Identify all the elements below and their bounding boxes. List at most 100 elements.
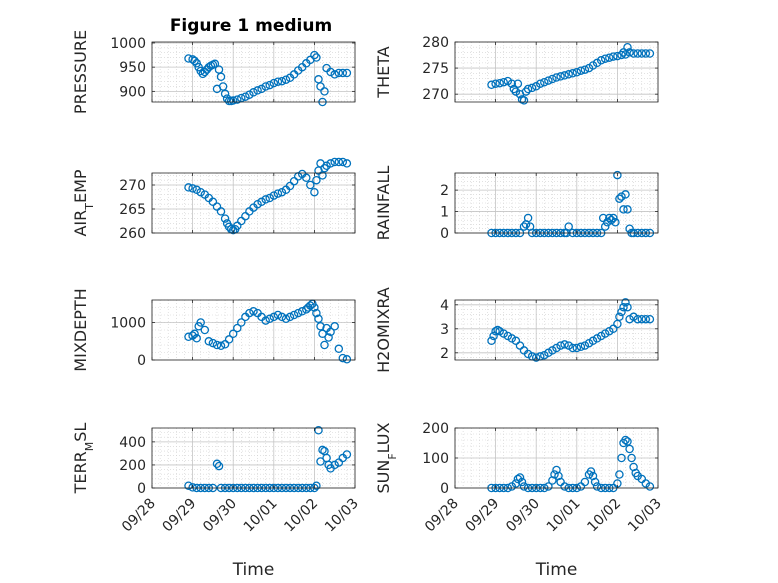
data-point xyxy=(330,157,339,167)
data-point xyxy=(621,190,630,199)
data-point xyxy=(625,48,634,57)
data-point xyxy=(491,79,500,88)
data-point xyxy=(310,303,319,312)
axes-frame xyxy=(151,172,356,234)
x-tick-label: 09/29 xyxy=(463,496,503,536)
data-point xyxy=(495,78,504,88)
subplot-rainfall: 0 1 2 RAINFALL xyxy=(374,166,659,242)
data-point xyxy=(265,80,274,90)
data-point xyxy=(580,341,590,350)
data-point xyxy=(214,461,224,471)
data-point xyxy=(334,344,344,354)
axes-frame xyxy=(454,299,659,361)
data-point xyxy=(521,87,531,96)
data-point xyxy=(277,312,287,322)
y-tick-label: 270 xyxy=(422,87,449,103)
data-point xyxy=(281,75,291,84)
subplot-mixdepth: 0 1000 MIXDEPTH xyxy=(71,288,356,372)
x-tick-label: 09/29 xyxy=(160,496,200,536)
data-point xyxy=(261,195,270,204)
y-tick-label: 950 xyxy=(119,60,146,76)
data-point xyxy=(605,213,614,223)
data-point xyxy=(564,70,573,79)
x-tick-label: 09/30 xyxy=(503,496,543,536)
data-point xyxy=(273,77,283,86)
data-point xyxy=(342,450,352,459)
data-point xyxy=(605,53,614,62)
data-point xyxy=(342,355,352,364)
data-point xyxy=(609,324,618,334)
data-point xyxy=(342,159,352,168)
y-tick-label: 260 xyxy=(119,226,146,242)
data-point xyxy=(310,50,319,60)
data-point xyxy=(600,329,610,338)
data-point xyxy=(285,312,295,322)
data-point xyxy=(517,477,527,487)
data-point xyxy=(188,483,197,492)
data-point xyxy=(253,86,262,95)
data-point xyxy=(257,197,266,207)
x-tick-label: 10/03 xyxy=(322,496,362,536)
data-point xyxy=(568,343,577,353)
data-point xyxy=(237,318,246,327)
data-point xyxy=(312,53,321,62)
data-point xyxy=(621,435,630,445)
data-point xyxy=(511,336,521,346)
data-point xyxy=(342,68,352,78)
data-point xyxy=(220,214,230,223)
data-point xyxy=(233,323,242,333)
y-tick-label: 400 xyxy=(119,435,146,451)
data-point xyxy=(560,340,569,349)
y-axis-label: TERRMSL xyxy=(71,423,96,495)
data-point xyxy=(576,66,586,75)
data-point xyxy=(320,87,329,96)
x-tick-label: 10/01 xyxy=(241,496,281,536)
data-point xyxy=(540,77,549,87)
data-point xyxy=(273,189,283,198)
data-point xyxy=(548,74,557,84)
y-tick-label: 200 xyxy=(422,421,449,437)
data-point xyxy=(544,76,553,85)
data-point xyxy=(507,334,517,343)
data-point xyxy=(560,482,569,491)
data-point xyxy=(625,444,634,454)
y-axis-label: AIRTEMP xyxy=(71,169,96,236)
data-point xyxy=(334,68,344,78)
data-point xyxy=(190,329,199,339)
data-point xyxy=(249,307,258,316)
y-tick-label: 100 xyxy=(422,451,449,467)
x-tick-label: 10/03 xyxy=(625,496,665,536)
data-point xyxy=(511,479,521,488)
data-point xyxy=(556,341,565,350)
data-point xyxy=(265,193,274,203)
data-point xyxy=(249,88,258,97)
data-point xyxy=(216,341,226,351)
data-point xyxy=(487,336,496,346)
y-axis-label: PRESSURE xyxy=(71,30,90,114)
data-point xyxy=(499,77,508,87)
data-point xyxy=(489,331,498,341)
data-point xyxy=(265,314,274,324)
data-point xyxy=(550,470,559,479)
data-point xyxy=(617,50,626,60)
data-point xyxy=(241,92,250,101)
data-point xyxy=(552,73,561,82)
data-point xyxy=(306,301,315,310)
data-point xyxy=(645,49,655,58)
chart-title: Figure 1 medium xyxy=(170,16,332,36)
data-point xyxy=(216,72,226,82)
data-point xyxy=(237,216,246,226)
y-tick-label: 270 xyxy=(119,178,146,194)
x-axis-label: Time xyxy=(232,560,275,580)
data-point xyxy=(273,310,283,320)
data-point xyxy=(208,197,218,207)
data-point xyxy=(544,482,553,491)
data-point xyxy=(277,76,287,86)
data-point xyxy=(289,176,299,186)
data-point xyxy=(306,180,315,190)
data-point xyxy=(619,48,628,57)
data-point xyxy=(509,84,519,94)
data-point xyxy=(619,205,628,214)
data-point xyxy=(623,302,632,312)
